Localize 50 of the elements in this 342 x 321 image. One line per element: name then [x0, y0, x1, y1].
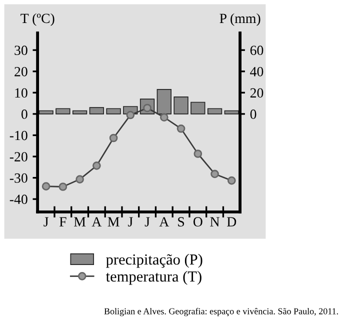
- bar: [207, 108, 222, 114]
- point: [76, 175, 84, 184]
- x-tick-label: F: [59, 217, 66, 226]
- y-tick-label: -10: [10, 130, 28, 140]
- point: [160, 113, 168, 122]
- bar: [38, 110, 54, 114]
- y2-tick-label: 60: [250, 46, 264, 56]
- y-tick-label: -30: [10, 173, 28, 183]
- x-tick-label: D: [227, 217, 236, 226]
- point: [176, 124, 186, 133]
- y-tick-label: 0: [21, 110, 28, 119]
- y-axis-title: T (ºC): [20, 13, 54, 26]
- bar: [106, 108, 121, 114]
- point: [58, 182, 68, 191]
- point: [227, 176, 236, 185]
- x-tick-label: J: [144, 217, 150, 226]
- x-tick-label: J: [128, 217, 133, 226]
- y-tick-label: -20: [10, 152, 28, 162]
- y2-tick-label: 20: [250, 88, 264, 98]
- y2-tick-label: 40: [250, 66, 264, 76]
- point: [109, 134, 118, 142]
- y-tick-label: 30: [14, 46, 28, 56]
- bar: [72, 110, 88, 114]
- x-tick-label: M: [74, 217, 86, 226]
- y-tick-label: 10: [15, 88, 28, 98]
- y2-axis-title: P (mm): [220, 13, 260, 26]
- x-tick-label: M: [108, 217, 120, 226]
- y2-tick-label: 0: [250, 110, 256, 119]
- x-tick-label: A: [92, 217, 102, 226]
- bar: [190, 102, 206, 114]
- bar: [224, 110, 239, 114]
- point: [210, 170, 219, 178]
- bar: [156, 89, 172, 114]
- legend-label: precipitação (P): [106, 254, 202, 268]
- point: [194, 150, 202, 158]
- point: [92, 162, 101, 170]
- bar: [174, 96, 188, 114]
- bar: [89, 107, 104, 114]
- x-tick-label: J: [44, 217, 48, 226]
- x-tick-label: N: [210, 217, 220, 226]
- x-tick-label: A: [159, 217, 170, 226]
- x-tick-label: S: [178, 217, 184, 226]
- bar: [56, 108, 70, 114]
- legend-label: temperatura (T): [106, 270, 202, 285]
- y-tick-label: 20: [14, 66, 28, 76]
- point: [126, 110, 135, 120]
- text: Boligian e Alves. Geografia: espaço e vivência. São Paulo, 2011.: [104, 308, 338, 316]
- x-tick-label: O: [193, 217, 202, 226]
- point: [42, 182, 50, 190]
- y-tick-label: -40: [10, 194, 28, 204]
